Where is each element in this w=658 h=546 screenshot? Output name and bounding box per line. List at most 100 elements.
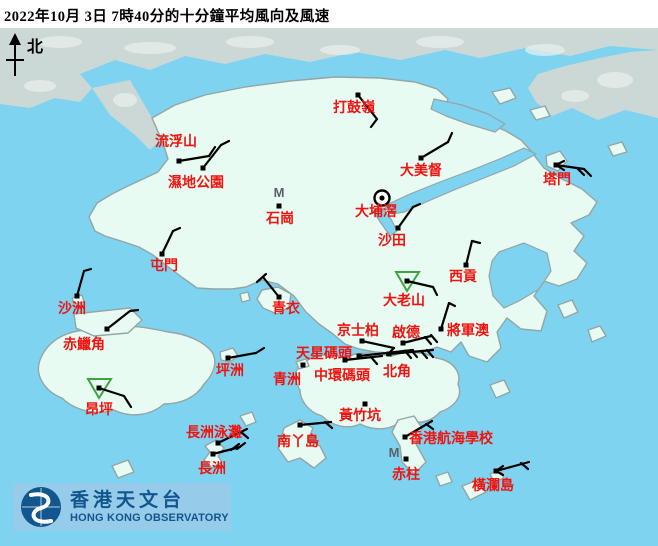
wind-barb xyxy=(82,267,93,273)
station-dot[interactable] xyxy=(200,165,206,171)
station-tap-mun[interactable]: 塔門 xyxy=(543,159,593,188)
urban-area-north xyxy=(0,28,658,150)
wind-barb xyxy=(201,143,223,170)
station-dot[interactable] xyxy=(104,326,110,332)
wind-barb xyxy=(356,93,379,121)
station-dot[interactable] xyxy=(386,351,392,357)
station-dot[interactable] xyxy=(493,468,499,474)
station-label: 大埔滘 xyxy=(355,203,397,220)
station-dot[interactable] xyxy=(342,357,348,363)
station-dot[interactable] xyxy=(359,338,365,344)
station-sha-tin[interactable]: 沙田 xyxy=(378,202,422,249)
station-dot[interactable] xyxy=(418,155,424,161)
north-label: 北 xyxy=(27,39,44,56)
station-label: 南丫島 xyxy=(277,433,319,450)
wind-barb xyxy=(411,202,422,209)
station-peng-chau[interactable]: 坪洲 xyxy=(216,346,266,379)
station-label: 屯門 xyxy=(150,257,178,274)
station-shek-kong[interactable]: M 石崗 xyxy=(265,185,294,227)
station-dot[interactable] xyxy=(402,434,408,440)
station-dot[interactable] xyxy=(300,362,306,368)
station-hk-sea-school[interactable]: 香港航海學校 xyxy=(402,419,494,447)
wind-barb xyxy=(403,419,434,439)
wind-barb xyxy=(323,420,334,430)
station-north-point[interactable]: 北角 xyxy=(383,348,435,380)
station-label: 赤柱 xyxy=(392,466,420,483)
station-dot[interactable] xyxy=(276,294,282,300)
station-dot[interactable] xyxy=(225,355,231,361)
station-dot[interactable] xyxy=(463,262,469,268)
station-dot[interactable] xyxy=(553,162,559,168)
wind-barb xyxy=(229,442,241,452)
station-dot[interactable] xyxy=(210,451,216,457)
station-dot[interactable] xyxy=(403,456,409,462)
station-dot[interactable] xyxy=(395,225,401,231)
station-dot[interactable] xyxy=(215,440,221,446)
wind-barb xyxy=(261,275,281,299)
wind-barb xyxy=(494,460,531,473)
wind-barb xyxy=(171,226,182,233)
tolo-harbour xyxy=(383,147,537,215)
station-central-pier[interactable]: 中環碼頭 xyxy=(314,354,384,384)
station-dot[interactable] xyxy=(276,203,282,209)
station-label: 香港航海學校 xyxy=(408,430,494,447)
hko-logo-band[interactable]: 香港天文台 HONG KONG OBSERVATORY xyxy=(13,483,231,531)
wind-barb xyxy=(211,445,242,456)
station-dot[interactable] xyxy=(356,353,362,359)
station-dot[interactable] xyxy=(297,422,303,428)
station-green-island[interactable]: 青洲 xyxy=(273,362,306,389)
station-dot[interactable] xyxy=(400,340,406,346)
station-dot[interactable] xyxy=(355,92,361,98)
page-title: 2022年10月 3日 7時40分的十分鐘平均風向及風速 xyxy=(4,9,330,25)
station-sha-chau[interactable]: 沙洲 xyxy=(58,267,93,317)
wind-barb xyxy=(216,427,249,445)
station-dot[interactable] xyxy=(96,385,102,391)
station-lau-fau-shan[interactable]: 流浮山 xyxy=(155,133,217,164)
station-wong-chuk-hang[interactable]: 黃竹坑 xyxy=(338,401,381,425)
wind-barb xyxy=(75,269,86,298)
missing-data-marker: M xyxy=(389,445,400,460)
station-dot[interactable] xyxy=(176,158,182,164)
station-tuen-mun[interactable]: 屯門 xyxy=(150,226,182,274)
station-ta-kwu-ling[interactable]: 打鼓嶺 xyxy=(333,92,379,129)
station-label: 將軍澳 xyxy=(447,322,490,339)
station-ngong-ping[interactable]: 昂坪 xyxy=(85,378,133,418)
wind-barb xyxy=(255,272,268,284)
station-sai-kung[interactable]: 西貢 xyxy=(449,239,482,285)
wind-barb xyxy=(219,139,231,147)
station-dot[interactable] xyxy=(74,293,80,299)
wind-barb xyxy=(582,167,593,178)
station-tates-cairn[interactable]: 大老山 xyxy=(383,271,439,309)
station-dot[interactable] xyxy=(404,278,410,284)
station-tsing-yi[interactable]: 青衣 xyxy=(255,272,301,317)
wind-barb xyxy=(207,145,217,158)
wind-barb xyxy=(160,229,175,256)
station-dot[interactable] xyxy=(362,401,368,407)
wind-barb xyxy=(387,348,435,356)
station-wetland-park[interactable]: 濕地公園 xyxy=(168,139,231,191)
station-kai-tak[interactable]: 啟德 xyxy=(392,324,439,346)
sea-inlets xyxy=(372,98,552,309)
station-tai-mei-tuk[interactable]: 大美督 xyxy=(400,131,454,179)
wind-barb xyxy=(105,309,132,331)
station-lamma-island[interactable]: 南丫島 xyxy=(277,420,334,450)
calm-icon-center xyxy=(379,195,385,201)
wind-barb xyxy=(369,117,379,129)
station-chek-lap-kok[interactable]: 赤鱲角 xyxy=(63,308,140,353)
station-waglan-island[interactable]: 橫瀾島 xyxy=(472,460,531,494)
station-cheung-chau-beach[interactable]: 長洲泳灘 xyxy=(186,424,250,446)
station-tai-po-kau[interactable]: 大埔滘 xyxy=(355,189,397,221)
wind-barb xyxy=(439,301,451,331)
starling-inlet xyxy=(430,98,506,133)
station-dot[interactable] xyxy=(159,251,165,257)
wind-barb xyxy=(423,335,433,346)
station-label: 青洲 xyxy=(273,371,301,388)
logo-name-en: HONG KONG OBSERVATORY xyxy=(70,511,229,524)
station-cheung-chau[interactable]: 長洲 xyxy=(198,441,247,477)
wind-barb xyxy=(419,140,450,160)
station-dot[interactable] xyxy=(438,326,444,332)
station-tseung-kwan-o[interactable]: 將軍澳 xyxy=(438,301,490,339)
wind-barb xyxy=(360,339,396,350)
station-label: 長洲泳灘 xyxy=(186,424,242,441)
station-stanley[interactable]: M 赤柱 xyxy=(389,445,420,483)
